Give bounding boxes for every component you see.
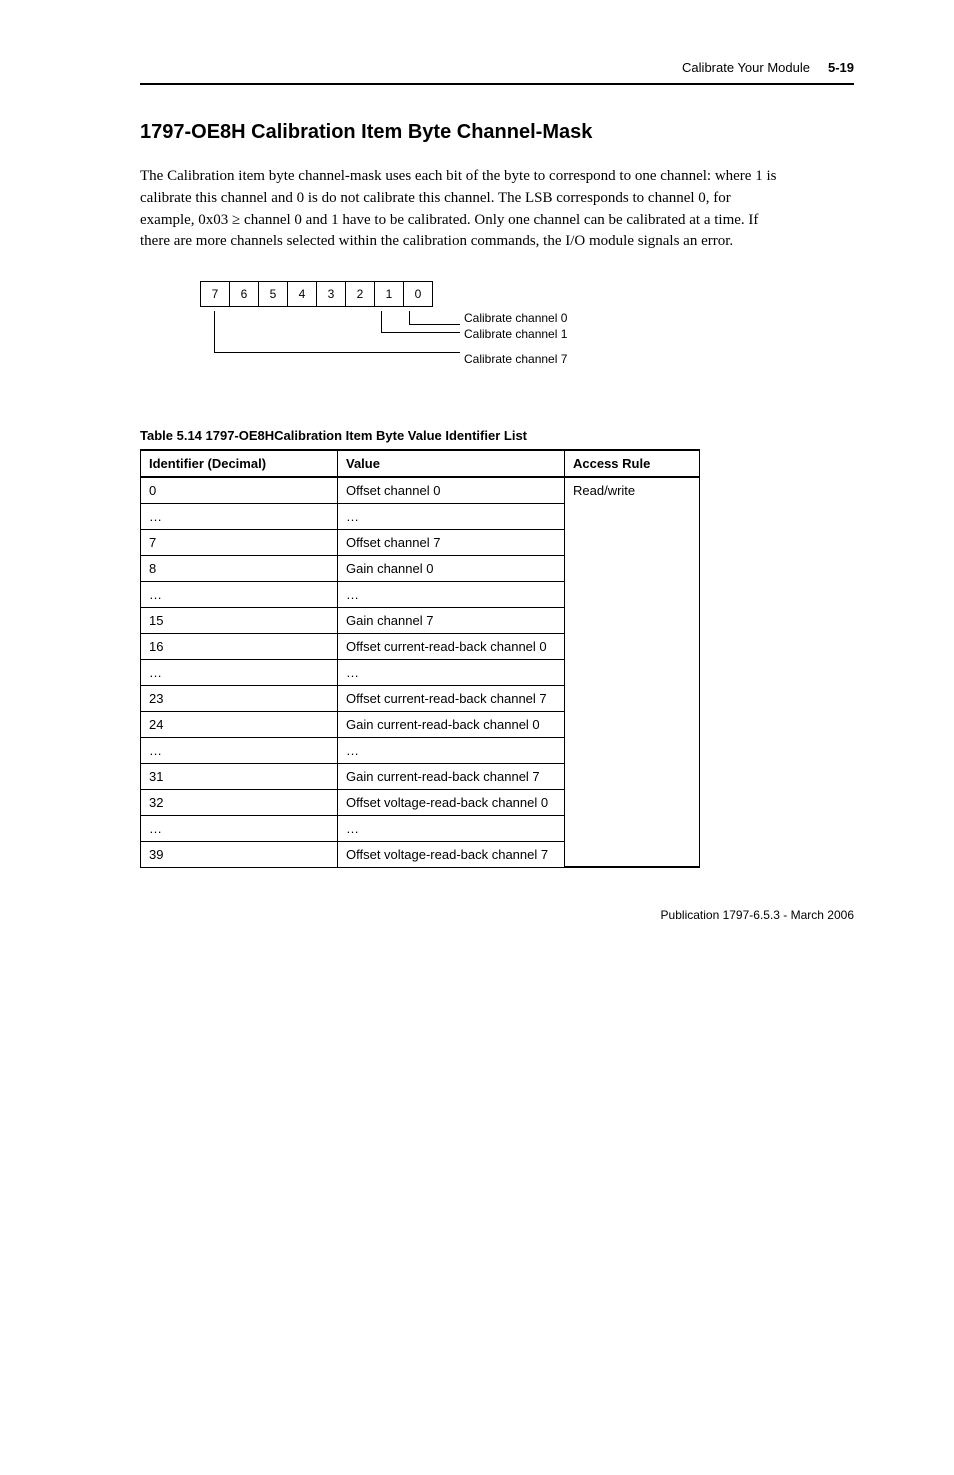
running-head: Calibrate Your Module 5-19 (140, 60, 854, 75)
header-rule (140, 83, 854, 85)
bit-row: 7 6 5 4 3 2 1 0 (200, 281, 854, 307)
legend-labels: Calibrate channel 0 Calibrate channel 1 … (464, 311, 567, 368)
running-head-title: Calibrate Your Module (682, 60, 810, 75)
bit-cell: 6 (229, 281, 259, 307)
cell-value: … (338, 815, 565, 841)
col-header-value: Value (338, 450, 565, 477)
footer-text: Publication 1797-6.5.3 - March 2006 (140, 908, 854, 922)
cell-value: Offset voltage-read-back channel 7 (338, 841, 565, 867)
section-body: The Calibration item byte channel-mask u… (140, 166, 780, 253)
section-heading: 1797-OE8H Calibration Item Byte Channel-… (140, 121, 854, 144)
col-header-access: Access Rule (565, 450, 700, 477)
cell-id: … (141, 737, 338, 763)
table-row: 0 Offset channel 0 Read/write (141, 477, 700, 504)
cell-value: … (338, 659, 565, 685)
bit-legend: Calibrate channel 0 Calibrate channel 1 … (200, 311, 854, 368)
cell-id: 7 (141, 529, 338, 555)
cell-id: … (141, 503, 338, 529)
cell-id: 15 (141, 607, 338, 633)
cell-id: 32 (141, 789, 338, 815)
legend-leaders (200, 311, 460, 359)
bit-cell: 7 (200, 281, 230, 307)
cell-value: Offset current-read-back channel 0 (338, 633, 565, 659)
cell-id: 23 (141, 685, 338, 711)
legend-label-ch1: Calibrate channel 1 (464, 327, 567, 343)
bit-cell: 2 (345, 281, 375, 307)
cell-id: … (141, 659, 338, 685)
cell-value: Gain current-read-back channel 7 (338, 763, 565, 789)
cell-id: 31 (141, 763, 338, 789)
cell-value: Gain current-read-back channel 0 (338, 711, 565, 737)
table-caption: Table 5.14 1797-OE8HCalibration Item Byt… (140, 428, 854, 443)
cell-value: … (338, 581, 565, 607)
bit-cell: 5 (258, 281, 288, 307)
cell-value: Offset voltage-read-back channel 0 (338, 789, 565, 815)
cell-id: … (141, 815, 338, 841)
cell-id: 39 (141, 841, 338, 867)
cell-value: Offset current-read-back channel 7 (338, 685, 565, 711)
bit-diagram: 7 6 5 4 3 2 1 0 Calibrate channel 0 Cali… (200, 281, 854, 368)
identifier-table: Identifier (Decimal) Value Access Rule 0… (140, 449, 700, 869)
bit-cell: 4 (287, 281, 317, 307)
cell-access: Read/write (565, 477, 700, 868)
cell-value: … (338, 737, 565, 763)
cell-value: Gain channel 7 (338, 607, 565, 633)
cell-value: Offset channel 0 (338, 477, 565, 504)
cell-value: Offset channel 7 (338, 529, 565, 555)
cell-value: Gain channel 0 (338, 555, 565, 581)
table-header-row: Identifier (Decimal) Value Access Rule (141, 450, 700, 477)
bit-cell: 1 (374, 281, 404, 307)
cell-value: … (338, 503, 565, 529)
cell-id: 24 (141, 711, 338, 737)
page: Calibrate Your Module 5-19 1797-OE8H Cal… (0, 0, 954, 962)
cell-id: 8 (141, 555, 338, 581)
bit-cell: 0 (403, 281, 433, 307)
cell-id: 0 (141, 477, 338, 504)
legend-label-ch0: Calibrate channel 0 (464, 311, 567, 327)
bit-cell: 3 (316, 281, 346, 307)
running-head-page: 5-19 (828, 60, 854, 75)
col-header-identifier: Identifier (Decimal) (141, 450, 338, 477)
legend-label-ch7: Calibrate channel 7 (464, 352, 567, 368)
cell-id: … (141, 581, 338, 607)
cell-id: 16 (141, 633, 338, 659)
